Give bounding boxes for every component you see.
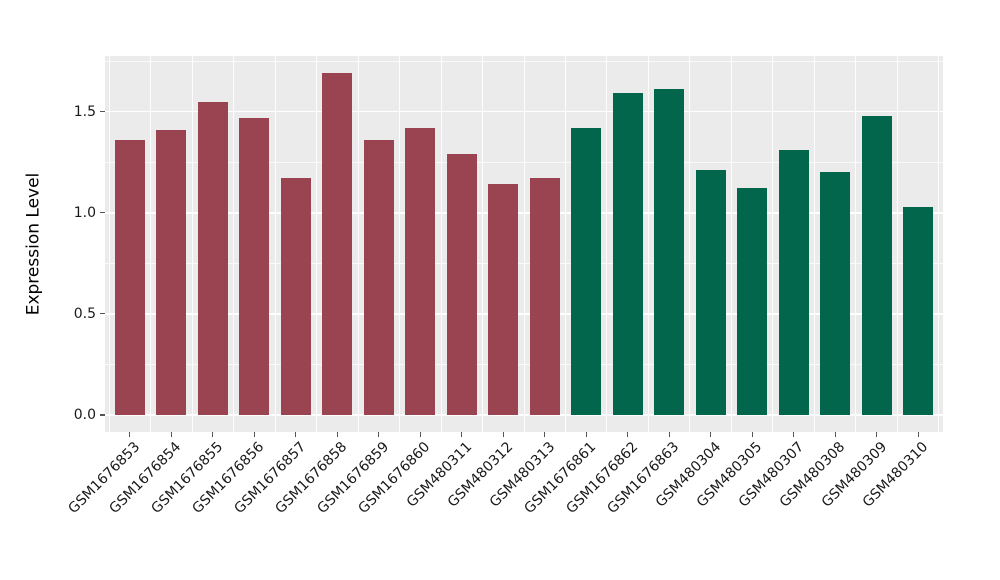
x-gridline [730,56,732,432]
y-tick-mark [99,212,105,214]
y-axis-title-text: Expression Level [23,172,43,316]
x-tick-mark [627,432,629,437]
x-tick-mark [751,432,753,437]
x-gridline [813,56,815,432]
bar [778,150,809,415]
x-gridline [150,56,152,432]
bar [114,139,145,415]
bar [612,93,643,415]
plot-panel [105,56,943,432]
x-tick-mark [170,432,172,437]
x-tick-mark [129,432,131,437]
bar [197,101,228,415]
bar [737,188,768,415]
x-tick-mark [834,432,836,437]
x-tick-mark [336,432,338,437]
x-tick-mark [419,432,421,437]
bar [820,172,851,415]
x-gridline [772,56,774,432]
x-tick-mark [212,432,214,437]
bar [861,115,892,415]
y-tick-label: 1.5 [73,103,96,120]
x-gridline [689,56,691,432]
bar [322,73,353,415]
bar [654,89,685,415]
x-tick-mark [544,432,546,437]
x-gridline [647,56,649,432]
x-tick-mark [668,432,670,437]
x-tick-mark [710,432,712,437]
bar [695,170,726,415]
x-gridline [316,56,318,432]
x-gridline [357,56,359,432]
x-gridline [440,56,442,432]
y-tick-mark [99,313,105,315]
bar [239,117,270,415]
bar [446,154,477,415]
x-gridline [399,56,401,432]
x-gridline [274,56,276,432]
bar [156,129,187,415]
x-tick-mark [295,432,297,437]
x-gridline [191,56,193,432]
bar [529,178,560,415]
x-gridline [564,56,566,432]
x-tick-mark [876,432,878,437]
bar [363,139,394,415]
x-gridline [855,56,857,432]
x-tick-mark [461,432,463,437]
x-gridline [523,56,525,432]
y-tick-label: 0.0 [73,407,96,423]
bar [903,206,934,415]
bar [405,127,436,415]
x-tick-mark [585,432,587,437]
y-tick-mark [99,414,105,416]
x-gridline [233,56,235,432]
y-tick-label: 1.0 [73,204,96,221]
y-tick-mark [99,111,105,113]
bar [571,127,602,415]
x-tick-mark [253,432,255,437]
bar [488,184,519,415]
x-tick-mark [502,432,504,437]
x-tick-mark [917,432,919,437]
x-gridline [108,56,110,432]
x-tick-mark [793,432,795,437]
x-gridline [606,56,608,432]
y-tick-label: 0.5 [73,305,96,322]
x-tick-mark [378,432,380,437]
x-gridline [482,56,483,432]
x-gridline [938,56,940,432]
x-gridline [896,56,898,432]
y-axis-title: Expression Level [20,56,46,432]
bar [280,178,311,415]
